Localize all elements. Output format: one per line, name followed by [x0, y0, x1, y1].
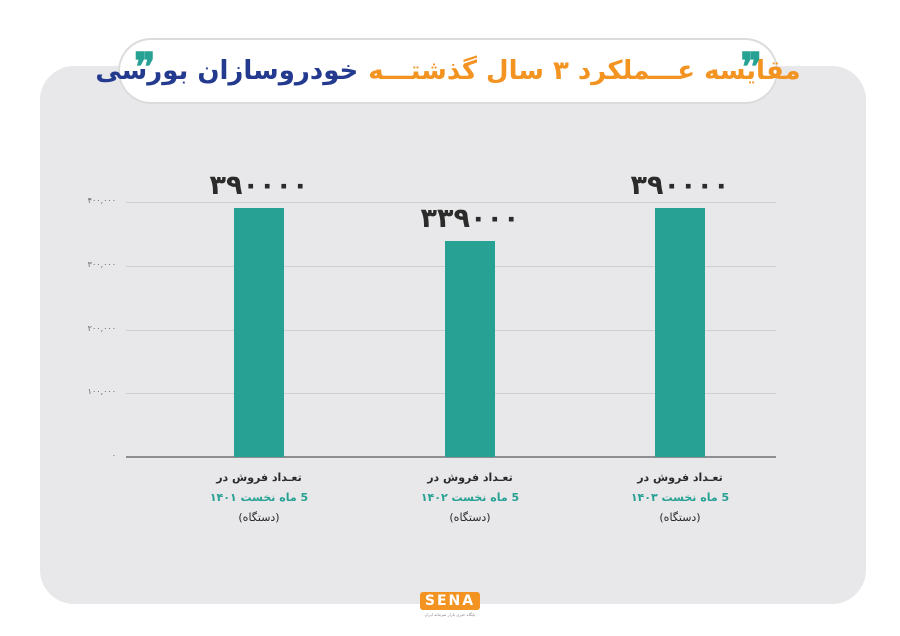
quote-mark-right-icon: ❞ [740, 44, 762, 91]
title-part-1: مقایسه عـــملکرد ۳ سال گذشتـــه [368, 56, 801, 86]
y-tick-label: ۳۰۰,۰۰۰ [87, 259, 116, 269]
category-label-line-3: (دستگاه) [449, 511, 491, 524]
category-label-line-3: (دستگاه) [659, 511, 701, 524]
sena-logo: SENA پایگاه خبری بازار سرمایه ایران [413, 590, 487, 622]
category-label-line-2: 5 ماه نخست ۱۴۰۳ [630, 491, 730, 504]
bar-value-label: ۳۹۰۰۰۰ [630, 170, 730, 202]
category-label-line-1: تعـداد فروش در [637, 471, 723, 484]
bar [445, 240, 495, 457]
category-label-line-3: (دستگاه) [238, 511, 280, 524]
y-tick-label: ۱۰۰,۰۰۰ [87, 387, 116, 397]
bar-value-label: ۳۳۹۰۰۰ [420, 202, 520, 234]
x-category-label: تعـداد فروش در 5 ماه نخست ۱۴۰۳ (دستگاه) [590, 468, 770, 528]
bar [234, 208, 284, 457]
category-label-line-1: تعـداد فروش در [216, 471, 302, 484]
gridline [126, 202, 776, 203]
x-category-label: تعـداد فروش در 5 ماه نخست ۱۴۰۲ (دستگاه) [380, 468, 560, 528]
logo-subtitle: پایگاه خبری بازار سرمایه ایران [424, 612, 476, 617]
category-label-line-2: 5 ماه نخست ۱۴۰۱ [209, 491, 309, 504]
y-tick-label: ۲۰۰,۰۰۰ [87, 323, 116, 333]
logo-mark: SENA [419, 592, 481, 610]
category-label-line-1: تعـداد فروش در [427, 471, 513, 484]
x-category-label: تعـداد فروش در 5 ماه نخست ۱۴۰۱ (دستگاه) [169, 468, 349, 528]
x-axis-baseline [126, 456, 776, 458]
bar [655, 208, 705, 457]
bar-value-label: ۳۹۰۰۰۰ [209, 170, 309, 202]
y-tick-label: ۰ [111, 451, 116, 460]
title-banner: ❞ مقایسه عـــملکرد ۳ سال گذشتـــه خودروس… [95, 40, 801, 102]
title-part-2: خودروسازان بورسی [95, 56, 359, 86]
y-tick-label: ۴۰۰,۰۰۰ [87, 196, 116, 205]
quote-mark-left-icon: ❞ [134, 44, 156, 91]
category-label-line-2: 5 ماه نخست ۱۴۰۲ [420, 491, 520, 504]
